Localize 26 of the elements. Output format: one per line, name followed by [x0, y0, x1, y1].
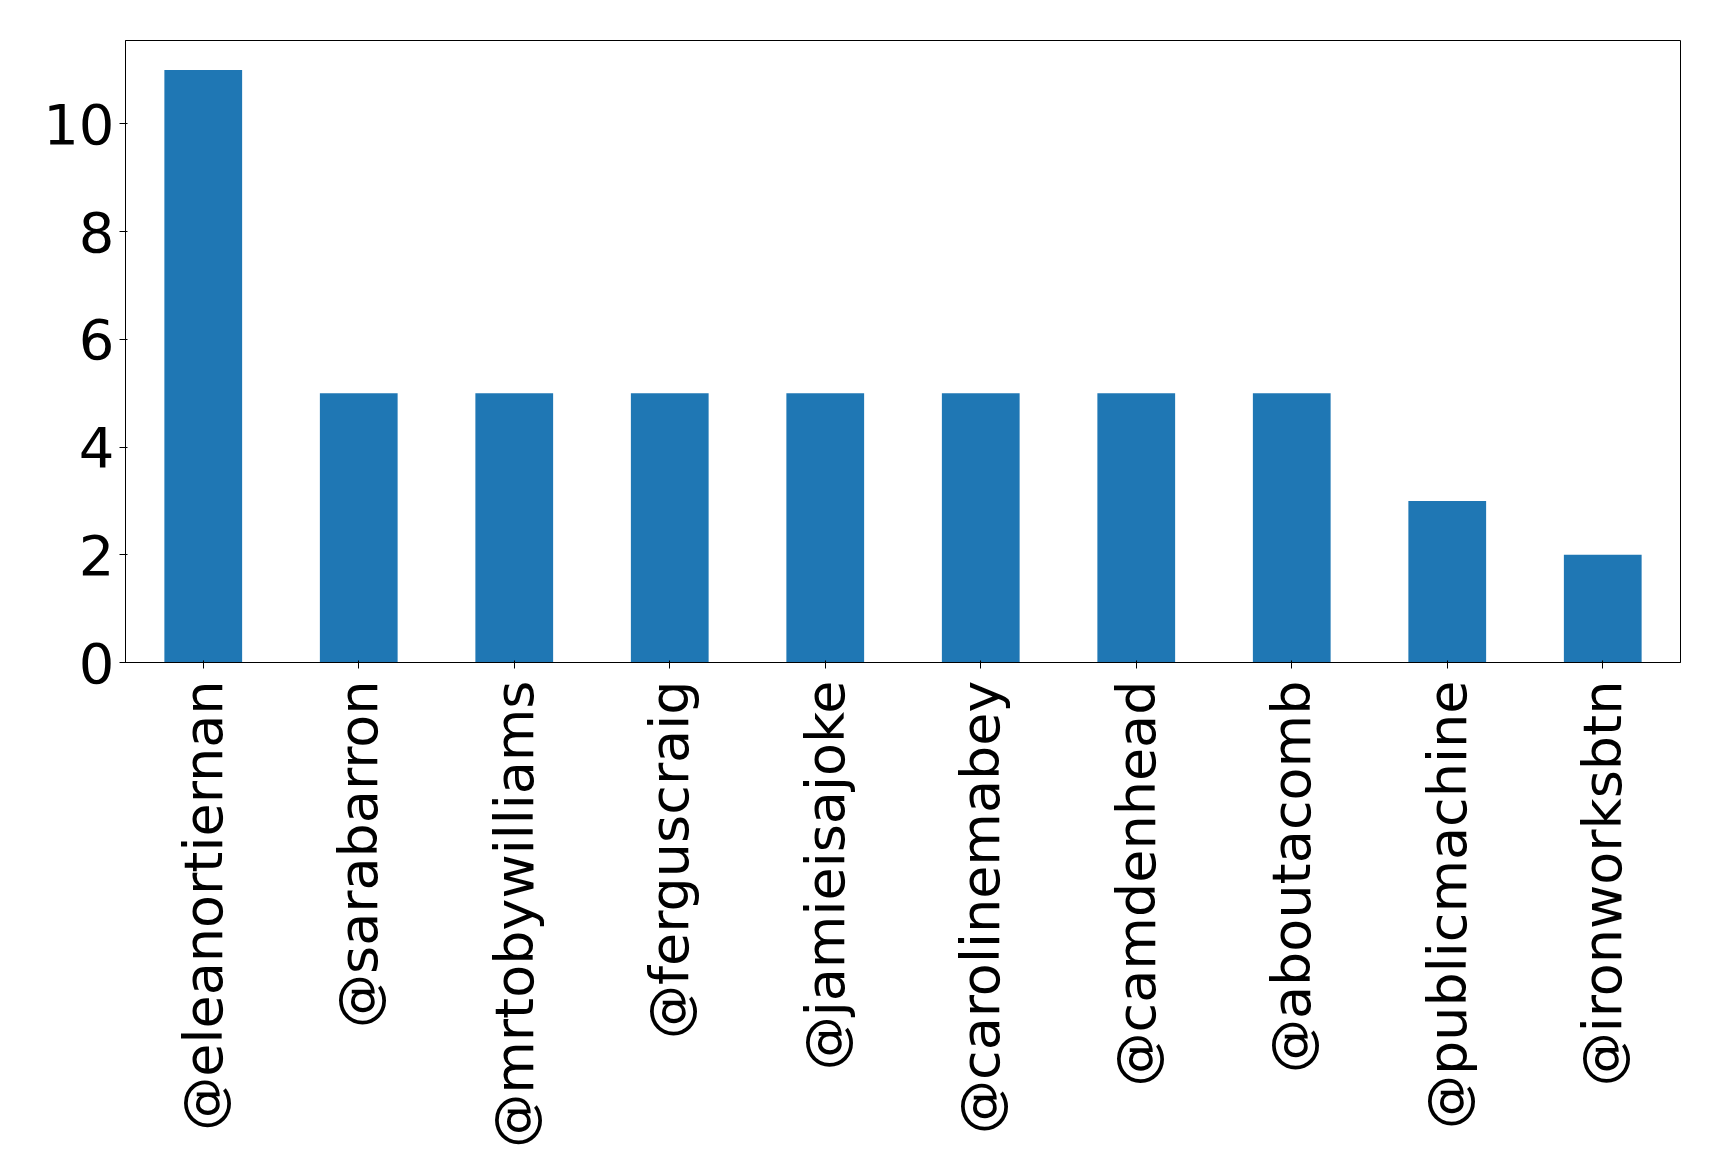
bar	[1097, 393, 1176, 663]
y-tick-label: 10	[43, 91, 115, 157]
y-tick-label: 2	[78, 522, 115, 588]
x-tick-label: @jamieisajoke	[793, 680, 857, 1071]
bar	[941, 393, 1020, 663]
bar	[164, 70, 243, 663]
x-tick-label: @ironworksbtn	[1571, 680, 1635, 1087]
y-tick-label: 4	[78, 415, 115, 481]
bar	[319, 393, 398, 663]
y-tick-label: 6	[78, 307, 115, 373]
bar	[1252, 393, 1331, 663]
x-tick-label: @mrtobywilliams	[482, 680, 546, 1148]
x-tick-label: @publicmachine	[1415, 680, 1479, 1130]
x-tick-label: @eleanortiernan	[171, 680, 235, 1131]
y-tick-label: 0	[78, 630, 115, 696]
x-tick-label: @ferguscraig	[638, 680, 702, 1039]
x-tick-label: @aboutacomb	[1260, 680, 1324, 1073]
bar	[786, 393, 865, 663]
x-tick-label: @camdenhead	[1104, 680, 1168, 1087]
bar	[630, 393, 709, 663]
x-tick-label: @carolinemabey	[949, 680, 1013, 1134]
bar	[1563, 554, 1642, 663]
x-tick-label: @sarabarron	[327, 680, 391, 1028]
y-tick-label: 8	[78, 199, 115, 265]
bar	[475, 393, 554, 663]
bar	[1408, 500, 1487, 663]
